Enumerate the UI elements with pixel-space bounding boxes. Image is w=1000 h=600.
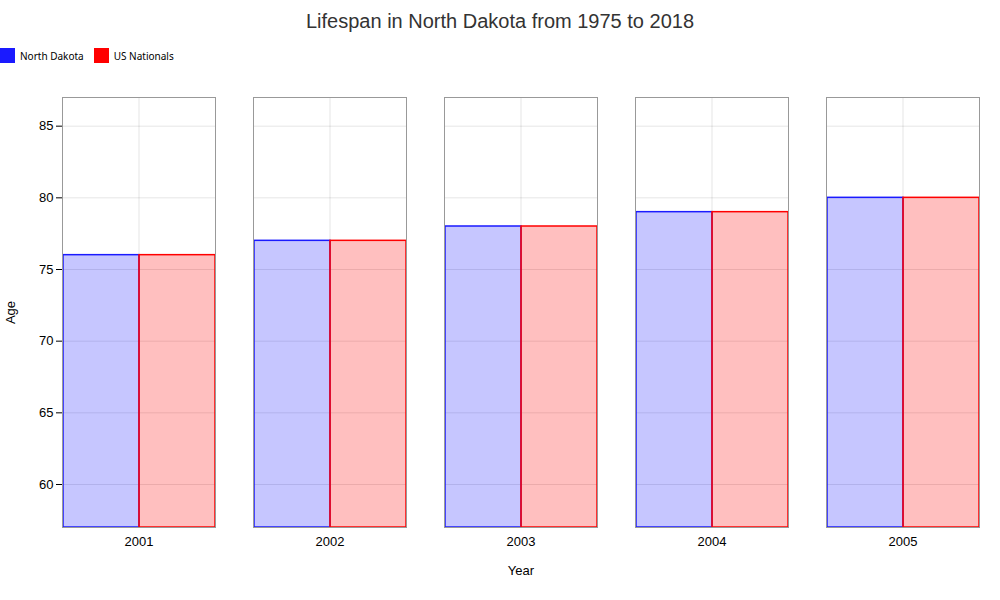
- svg-text:80: 80: [39, 190, 53, 205]
- svg-text:2001: 2001: [125, 534, 154, 549]
- svg-text:Year: Year: [508, 563, 535, 578]
- svg-text:Age: Age: [3, 301, 18, 324]
- svg-text:65: 65: [39, 405, 53, 420]
- html-text:Lifespan in North Dakota from: Lifespan in North Dakota from 1975 to 20…: [306, 10, 694, 32]
- svg-text:2002: 2002: [316, 534, 345, 549]
- html-text:North Dakota: North Dakota: [20, 48, 84, 63]
- svg-text:2005: 2005: [889, 534, 918, 549]
- html-text:US Nationals: US Nationals: [113, 48, 174, 63]
- svg-text:85: 85: [39, 118, 53, 133]
- svg-text:70: 70: [39, 333, 53, 348]
- svg-text:75: 75: [39, 262, 53, 277]
- svg-text:2004: 2004: [698, 534, 727, 549]
- svg-text:2003: 2003: [507, 534, 536, 549]
- svg-text:60: 60: [39, 477, 53, 492]
